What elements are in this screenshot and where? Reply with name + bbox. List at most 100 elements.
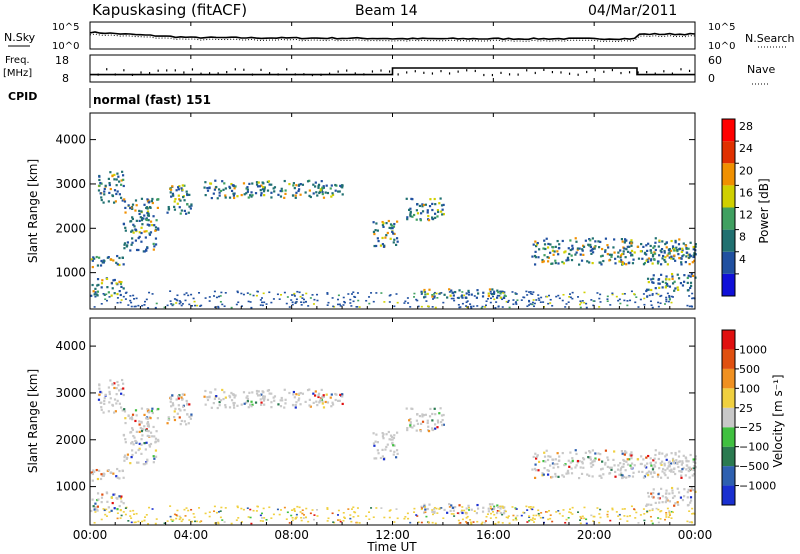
velocity-cell	[424, 511, 427, 514]
velocity-cell	[520, 514, 523, 517]
velocity-cell	[621, 465, 624, 469]
velocity-cell	[441, 423, 444, 427]
velocity-cell	[515, 518, 518, 521]
power-cell	[381, 243, 385, 246]
power-cell	[688, 253, 691, 256]
velocity-cell	[395, 456, 398, 459]
power-cell	[220, 291, 223, 294]
power-cell	[428, 205, 432, 208]
velocity-cell	[105, 508, 108, 511]
velocity-cell	[96, 492, 100, 495]
velocity-cell	[124, 421, 127, 425]
velocity-cell	[547, 469, 550, 472]
nave-label: Nave	[747, 63, 775, 76]
power-cell	[317, 183, 321, 186]
velocity-cell	[473, 510, 476, 512]
velocity-cell	[281, 399, 284, 402]
velocity-cell	[591, 463, 595, 467]
nave-point	[226, 70, 228, 74]
velocity-cell	[647, 495, 650, 498]
power-cell	[97, 189, 101, 192]
velocity-cell	[140, 407, 144, 410]
power-cell	[120, 179, 123, 182]
velocity-cell	[324, 400, 327, 404]
velocity-cell	[665, 499, 668, 502]
power-cell	[259, 189, 262, 192]
power-cell	[210, 196, 213, 200]
power-cell	[689, 281, 693, 284]
power-cell	[533, 305, 536, 308]
power-cell	[108, 296, 111, 298]
nave-point	[148, 72, 151, 75]
velocity-cell	[529, 506, 532, 508]
power-cell	[673, 254, 676, 257]
power-cell	[659, 302, 662, 305]
power-cell	[651, 253, 655, 257]
velocity-cell	[386, 443, 389, 446]
velocity-cell	[321, 400, 324, 403]
power-cell	[606, 300, 609, 303]
power-cell	[431, 208, 434, 212]
power-cell	[116, 190, 119, 193]
velocity-cell	[431, 513, 434, 516]
velocity-cell	[381, 448, 384, 452]
power-cell	[368, 296, 371, 298]
velocity-cell	[409, 425, 412, 428]
power-cell	[242, 293, 245, 296]
velocity-cell	[639, 462, 642, 466]
power-cell	[420, 290, 423, 293]
velocity-cell	[639, 514, 642, 516]
power-cell	[103, 193, 106, 196]
power-cell	[694, 243, 697, 246]
velocity-cell	[469, 519, 472, 521]
velocity-cell	[115, 496, 118, 500]
power-cell	[448, 288, 451, 291]
power-cell	[515, 303, 518, 305]
velocity-cell	[146, 408, 149, 411]
power-cell	[654, 241, 657, 244]
power-cell	[596, 292, 599, 294]
velocity-cell	[182, 405, 185, 408]
power-cell	[425, 300, 428, 302]
velocity-cell	[169, 505, 172, 507]
velocity-cell	[628, 454, 632, 457]
velocity-cell	[472, 521, 475, 523]
velocity-cell	[646, 474, 650, 477]
velocity-cell	[589, 451, 592, 454]
power-cell	[581, 300, 584, 302]
velocity-cell	[169, 397, 173, 401]
velocity-cell	[240, 521, 243, 523]
power-cell	[280, 187, 283, 190]
power-cell	[358, 306, 361, 308]
power-cell	[537, 294, 540, 296]
velocity-cell	[658, 467, 661, 470]
velocity-cell	[691, 474, 694, 477]
velocity-cell	[375, 507, 378, 509]
power-cell	[236, 195, 239, 198]
power-cell	[600, 263, 603, 266]
power-cell	[688, 295, 691, 297]
velocity-cell	[368, 518, 371, 521]
power-cell	[337, 294, 340, 297]
power-cell	[658, 286, 661, 289]
power-cell	[143, 214, 146, 217]
power-cell	[660, 248, 664, 251]
power-cell	[277, 193, 280, 196]
velocity-cell	[173, 418, 177, 422]
power-cell	[179, 212, 182, 215]
velocity-cell	[489, 517, 492, 519]
power-cell	[174, 197, 177, 201]
power-cell	[485, 300, 488, 303]
velocity-cell	[671, 489, 674, 492]
nave-point	[448, 72, 451, 75]
velocity-cell	[619, 469, 622, 472]
power-cell	[678, 256, 681, 260]
power-cell	[606, 244, 609, 247]
nave-series	[97, 68, 691, 77]
velocity-cell	[109, 471, 113, 474]
velocity-cell	[409, 424, 412, 427]
velocity-cell	[124, 441, 127, 444]
freq-label-line2: [MHz]	[3, 68, 32, 79]
velocity-cell	[105, 492, 109, 495]
velocity-cell	[686, 520, 689, 523]
